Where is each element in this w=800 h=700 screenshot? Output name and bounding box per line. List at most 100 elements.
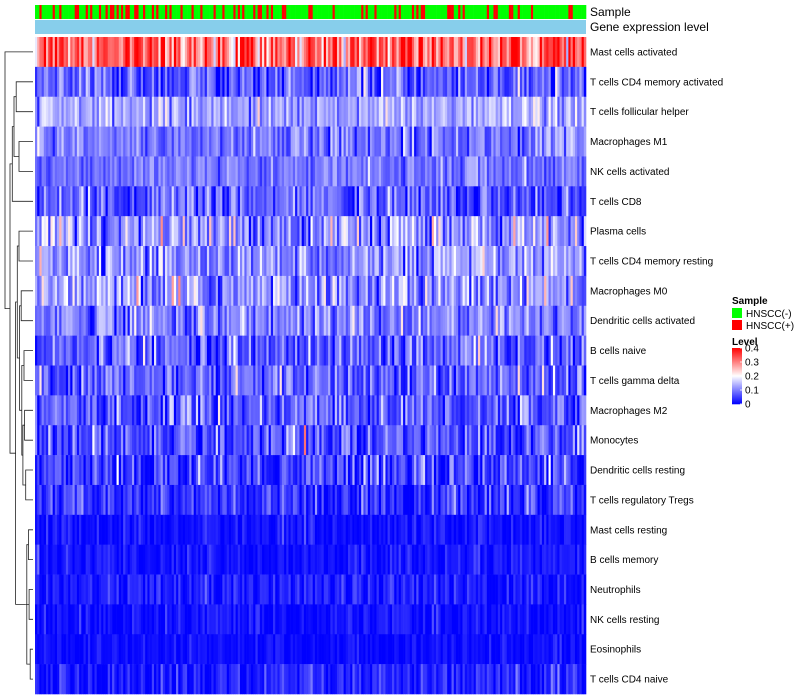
cell bbox=[41, 66, 45, 98]
cell bbox=[224, 484, 228, 516]
cell bbox=[319, 37, 322, 68]
cell bbox=[469, 484, 472, 516]
cell bbox=[495, 455, 499, 486]
cell bbox=[471, 246, 474, 277]
cell bbox=[220, 365, 223, 396]
cell bbox=[162, 96, 166, 127]
cell bbox=[50, 275, 53, 307]
cell bbox=[224, 514, 228, 545]
cell bbox=[103, 455, 106, 486]
cell bbox=[330, 275, 333, 307]
cell bbox=[442, 126, 446, 157]
cell bbox=[350, 395, 353, 426]
cell bbox=[143, 186, 146, 217]
cell bbox=[319, 96, 322, 127]
cell bbox=[123, 186, 126, 217]
cell bbox=[228, 156, 232, 187]
cell bbox=[530, 425, 534, 456]
cell bbox=[162, 156, 166, 187]
cell bbox=[381, 335, 384, 366]
cell bbox=[244, 37, 247, 68]
cell bbox=[383, 246, 386, 277]
cell bbox=[145, 156, 148, 187]
sample-cell-216 bbox=[511, 5, 514, 19]
cell bbox=[72, 484, 75, 516]
cell bbox=[193, 246, 197, 277]
cell bbox=[372, 216, 375, 247]
cell bbox=[226, 216, 230, 247]
cell bbox=[198, 96, 201, 127]
cell bbox=[500, 395, 503, 426]
cell bbox=[469, 514, 472, 545]
cell bbox=[557, 96, 560, 127]
cell bbox=[471, 395, 474, 426]
cell bbox=[118, 96, 122, 127]
cell bbox=[176, 275, 179, 307]
cell bbox=[70, 514, 73, 545]
cell bbox=[94, 574, 98, 605]
cell bbox=[425, 305, 428, 336]
cell bbox=[425, 186, 428, 217]
cell bbox=[330, 514, 333, 545]
cell bbox=[420, 126, 424, 157]
cell bbox=[202, 186, 205, 217]
cell bbox=[522, 37, 525, 68]
cell bbox=[502, 37, 505, 68]
cell bbox=[46, 126, 49, 157]
cell bbox=[321, 544, 325, 575]
cell bbox=[442, 484, 446, 516]
cell bbox=[376, 66, 380, 98]
cell bbox=[334, 186, 338, 217]
cell bbox=[372, 126, 375, 157]
cell bbox=[235, 514, 239, 545]
cell bbox=[189, 246, 192, 277]
cell bbox=[48, 37, 51, 68]
cell bbox=[524, 365, 527, 396]
cell bbox=[455, 365, 459, 396]
cell bbox=[235, 126, 239, 157]
cell bbox=[334, 395, 338, 426]
cell bbox=[96, 96, 100, 127]
cell bbox=[563, 395, 567, 426]
cell bbox=[570, 96, 574, 127]
cell bbox=[123, 275, 126, 307]
sample-cell-198 bbox=[471, 5, 474, 19]
cell bbox=[444, 514, 448, 545]
cell bbox=[414, 246, 417, 277]
cell bbox=[363, 126, 366, 157]
cell bbox=[444, 66, 448, 98]
cell bbox=[217, 37, 221, 68]
cell bbox=[365, 455, 369, 486]
cell bbox=[341, 395, 344, 426]
cell bbox=[478, 156, 481, 187]
cell bbox=[341, 335, 344, 366]
cell bbox=[541, 395, 545, 426]
cell bbox=[577, 305, 580, 336]
cell bbox=[427, 574, 430, 605]
cell bbox=[530, 246, 534, 277]
cell bbox=[398, 544, 402, 575]
cell bbox=[555, 544, 558, 575]
cell bbox=[453, 395, 457, 426]
cell bbox=[376, 514, 380, 545]
cell bbox=[522, 514, 525, 545]
cell bbox=[394, 574, 397, 605]
cell bbox=[262, 484, 265, 516]
cell bbox=[471, 126, 474, 157]
cell bbox=[145, 66, 148, 98]
cell bbox=[246, 275, 250, 307]
cell bbox=[400, 156, 404, 187]
cell bbox=[484, 246, 488, 277]
cell bbox=[149, 156, 153, 187]
cell bbox=[109, 186, 113, 217]
cell bbox=[332, 395, 336, 426]
cell bbox=[427, 186, 430, 217]
cell bbox=[482, 335, 485, 366]
cell bbox=[420, 216, 424, 247]
cell bbox=[566, 514, 569, 545]
cell bbox=[35, 186, 38, 217]
cell bbox=[171, 484, 175, 516]
cell bbox=[418, 335, 421, 366]
cell bbox=[286, 484, 289, 516]
cell bbox=[497, 126, 501, 157]
